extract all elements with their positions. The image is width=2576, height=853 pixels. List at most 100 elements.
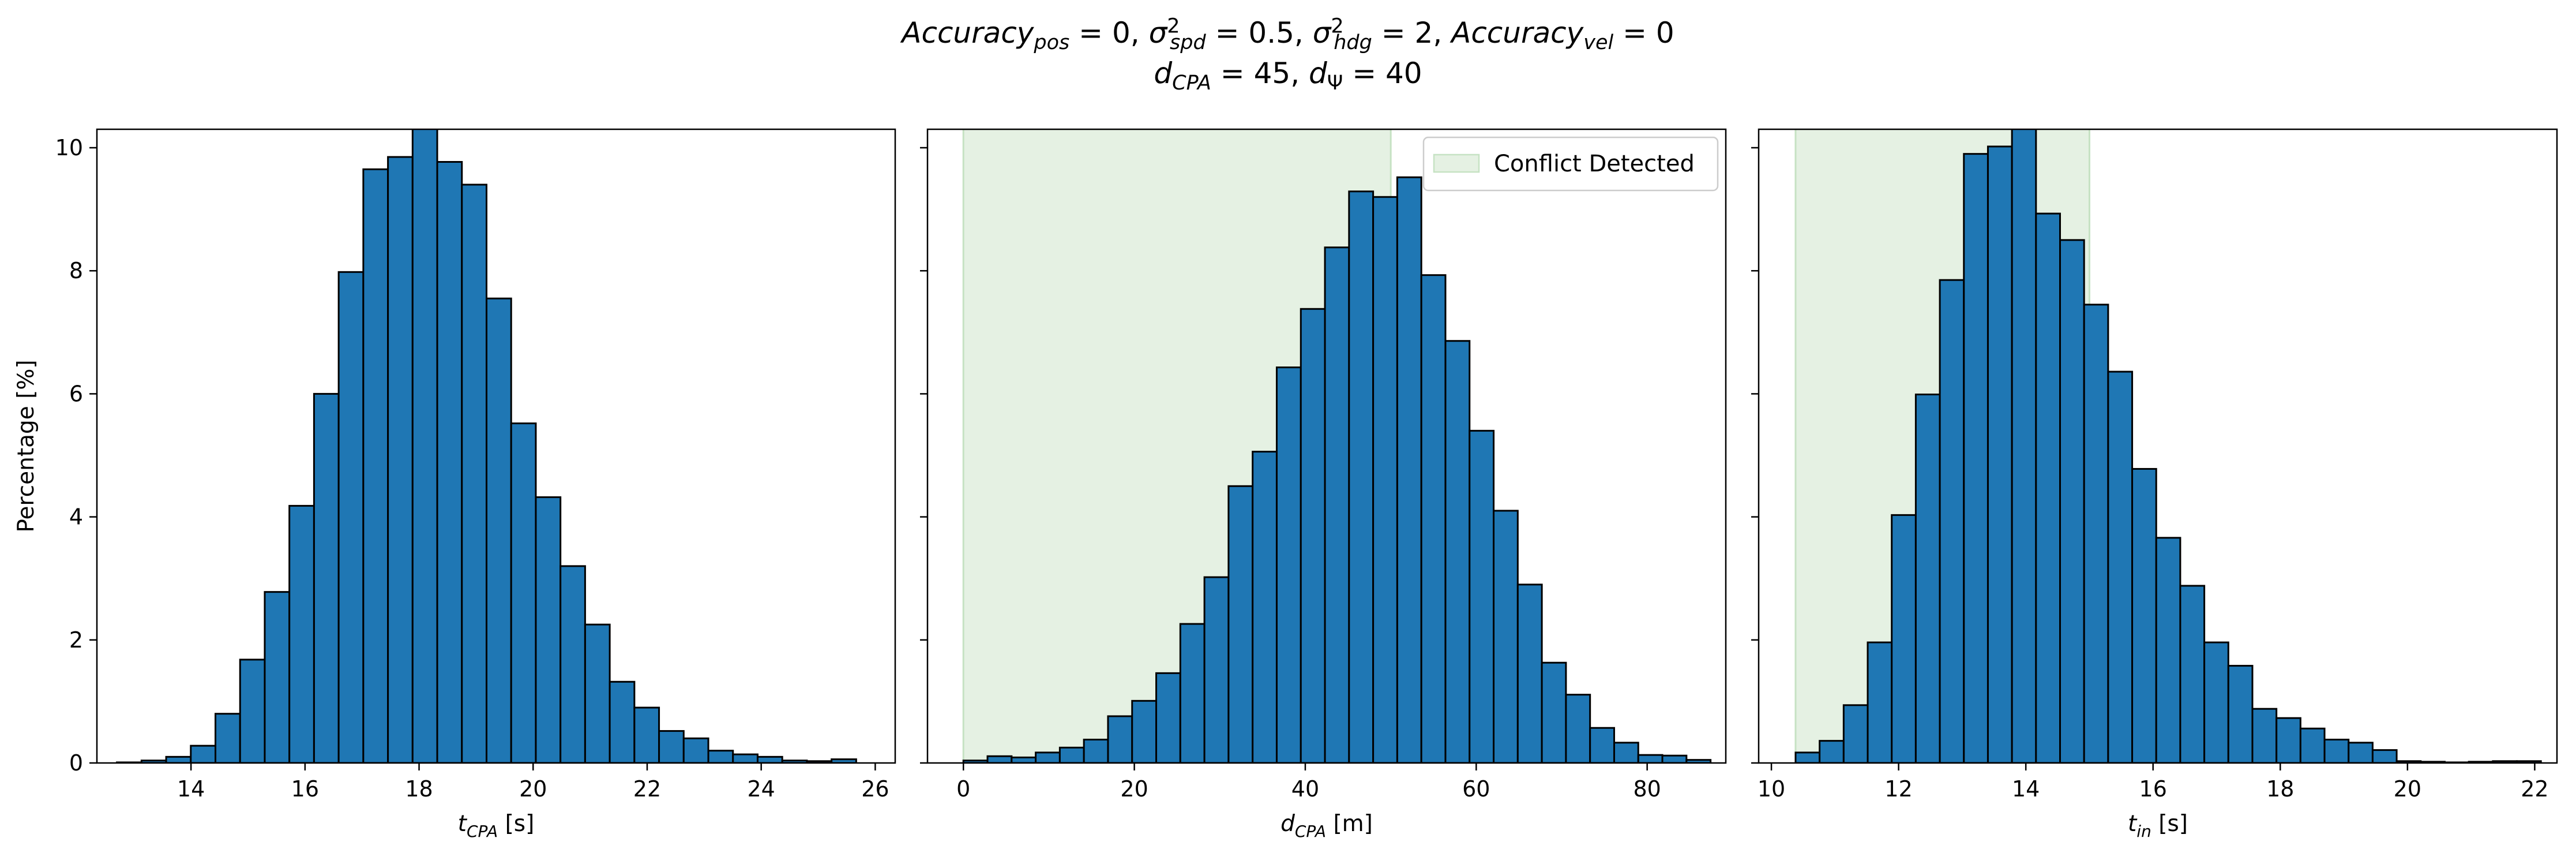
histogram-bar bbox=[1083, 738, 1109, 763]
histogram-bar bbox=[658, 730, 685, 763]
histogram-bar bbox=[1396, 176, 1422, 763]
histogram-bar bbox=[1867, 641, 1893, 763]
histogram-bar bbox=[1275, 366, 1302, 763]
x-axis-label: tin [s] bbox=[2128, 811, 2188, 841]
x-axis-label-symbol: d bbox=[1281, 811, 1295, 837]
x-tick-label: 26 bbox=[861, 776, 889, 802]
histogram-bar bbox=[2155, 537, 2181, 763]
histogram-bar bbox=[2275, 717, 2301, 763]
histogram-bar bbox=[986, 755, 1013, 763]
histogram-bar bbox=[2011, 129, 2037, 763]
y-tick-label: 0 bbox=[69, 750, 83, 776]
histogram-bar bbox=[2083, 304, 2109, 763]
x-tick-label: 20 bbox=[519, 776, 547, 802]
histogram-bar bbox=[1842, 704, 1869, 763]
histogram-bar bbox=[1348, 190, 1375, 763]
histogram-bar bbox=[2227, 665, 2254, 763]
histogram-bar bbox=[2059, 239, 2085, 763]
histogram-bar bbox=[1891, 514, 1917, 763]
histogram-bar bbox=[535, 496, 562, 763]
x-axis-label-unit: [s] bbox=[498, 811, 534, 837]
x-tick-label: 10 bbox=[1758, 776, 1785, 802]
histogram-bar bbox=[510, 422, 537, 763]
histogram-bar bbox=[411, 129, 438, 763]
axes-frame bbox=[926, 128, 1727, 764]
x-tick-label: 20 bbox=[2394, 776, 2421, 802]
histogram-bar bbox=[1227, 485, 1254, 763]
histogram-bar bbox=[1637, 754, 1663, 763]
y-tick-label: 10 bbox=[55, 135, 83, 160]
x-axis-label: dCPA [m] bbox=[1281, 811, 1373, 841]
histogram-bar bbox=[682, 737, 709, 763]
histogram-bar bbox=[337, 271, 365, 763]
y-axis-label: Percentage [%] bbox=[13, 360, 39, 532]
figure-title-line-1: Accuracypos = 0, σ2spd = 0.5, σ2hdg = 2,… bbox=[902, 14, 1674, 54]
axes-frame bbox=[1758, 128, 2558, 764]
histogram-bar bbox=[239, 659, 266, 763]
histogram-bar bbox=[1203, 576, 1230, 763]
histogram-bar bbox=[1324, 246, 1350, 763]
x-tick-label: 18 bbox=[405, 776, 433, 802]
histogram-bar bbox=[2131, 467, 2157, 763]
histogram-bar bbox=[1661, 754, 1688, 763]
histogram-bar bbox=[215, 713, 241, 763]
x-tick-label: 0 bbox=[956, 776, 970, 802]
histogram-bar bbox=[165, 755, 192, 763]
histogram-bar bbox=[1420, 274, 1447, 763]
histogram-bar bbox=[1131, 699, 1158, 763]
histogram-bar bbox=[1107, 715, 1133, 763]
histogram-bar bbox=[2323, 738, 2350, 763]
histogram-bar bbox=[1444, 340, 1471, 763]
x-axis-label-symbol: t bbox=[458, 811, 468, 837]
histogram-bar bbox=[1613, 742, 1639, 763]
histogram-bar bbox=[1589, 727, 1615, 763]
histogram-bar bbox=[1493, 510, 1519, 763]
histogram-bar bbox=[633, 706, 660, 763]
histogram-bar bbox=[1179, 623, 1206, 763]
legend-box bbox=[1422, 136, 1719, 192]
histogram-bar bbox=[313, 392, 340, 763]
x-tick-label: 14 bbox=[2012, 776, 2040, 802]
y-tick-label: 8 bbox=[69, 258, 83, 283]
x-tick-label: 16 bbox=[291, 776, 319, 802]
x-axis-label-symbol: t bbox=[2128, 811, 2138, 837]
x-tick-label: 16 bbox=[2139, 776, 2167, 802]
histogram-bar bbox=[2371, 749, 2398, 763]
panel-right: 10 12 14 16 18 20 22 tin [s] bbox=[1751, 128, 2558, 841]
histogram-bar bbox=[2107, 371, 2134, 763]
histogram-bar bbox=[1252, 451, 1278, 763]
legend-label: Conflict Detected bbox=[1494, 151, 1695, 177]
legend: Conflict Detected bbox=[1422, 136, 1719, 192]
x-tick-label: 24 bbox=[748, 776, 775, 802]
histogram-bar bbox=[1155, 672, 1181, 763]
histogram-bar bbox=[1794, 751, 1821, 763]
histogram-bar bbox=[1469, 429, 1495, 763]
x-axis-label: tCPA [s] bbox=[458, 811, 535, 841]
histogram-bar bbox=[1541, 661, 1567, 763]
x-axis-label-unit: [m] bbox=[1326, 811, 1373, 837]
plot-area bbox=[116, 129, 857, 763]
x-tick-label: 22 bbox=[633, 776, 661, 802]
histogram-bar bbox=[362, 168, 389, 763]
panel-middle: 0 20 40 60 80 dCPA [m] Conflict Detected bbox=[920, 128, 1727, 841]
histogram-bar bbox=[584, 623, 611, 763]
histogram-bar bbox=[264, 591, 291, 763]
x-tick-label: 18 bbox=[2266, 776, 2294, 802]
histogram-bar bbox=[2299, 727, 2326, 763]
x-axis-label-subscript: in bbox=[2136, 822, 2151, 841]
figure-title-line-2: dCPA = 45, dΨ = 40 bbox=[1154, 57, 1422, 95]
histogram-bar bbox=[756, 755, 783, 763]
axes-frame bbox=[96, 128, 896, 764]
x-tick-label: 40 bbox=[1291, 776, 1319, 802]
histogram-bar bbox=[461, 184, 487, 763]
histogram-bar bbox=[1685, 759, 1712, 763]
x-tick-label: 14 bbox=[177, 776, 205, 802]
histogram-bar bbox=[1372, 196, 1398, 763]
histogram-bar bbox=[387, 156, 414, 763]
histogram-bar bbox=[1035, 751, 1061, 763]
x-axis-label-subscript: CPA bbox=[467, 822, 498, 841]
x-tick-label: 20 bbox=[1120, 776, 1148, 802]
histogram-bar bbox=[485, 297, 512, 763]
